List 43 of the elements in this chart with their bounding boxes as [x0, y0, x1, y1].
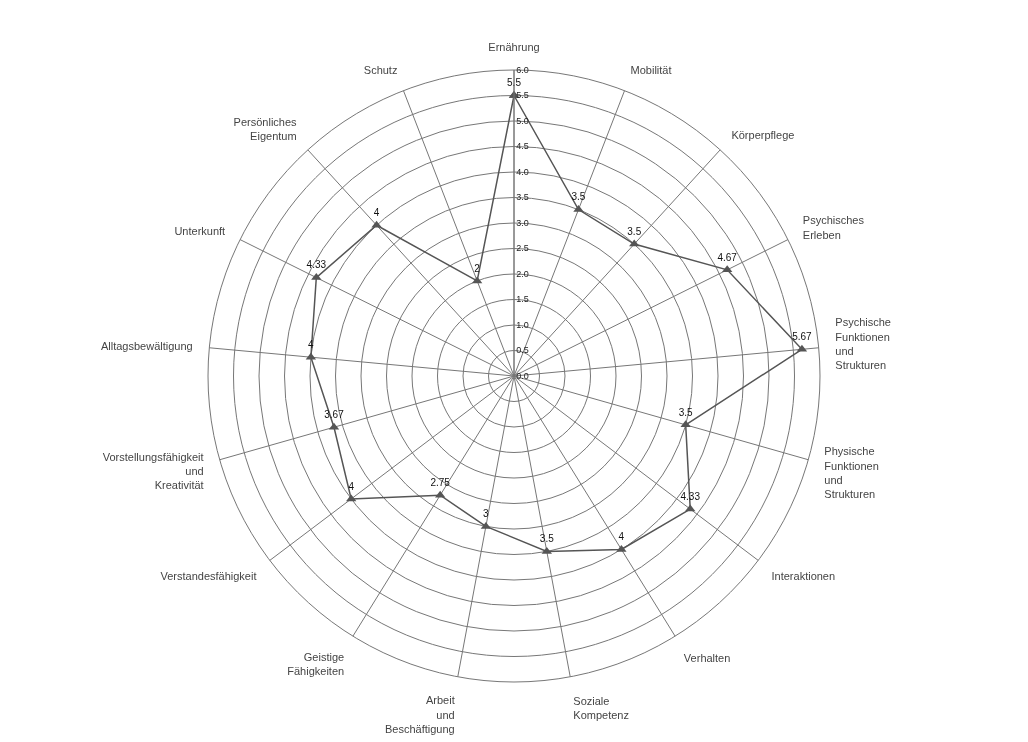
y-tick-label: 3.5: [516, 192, 529, 203]
y-tick-label: 3.0: [516, 217, 529, 228]
y-tick-label: 1.5: [516, 294, 529, 305]
y-tick-label: 5.0: [516, 115, 529, 126]
spoke-label: Psychisches Erleben: [802, 214, 865, 241]
data-label: 3.5: [571, 191, 586, 203]
spoke-label: Schutz: [363, 64, 398, 77]
spoke-label: Interaktionen: [771, 570, 836, 583]
data-label: 4.33: [306, 259, 327, 271]
y-tick-label: 2.0: [516, 268, 529, 279]
data-label: 4: [618, 531, 625, 543]
data-label: 2: [474, 262, 481, 274]
spoke-label: Physische Funktionen und Strukturen: [824, 445, 879, 501]
data-label: 4: [348, 480, 355, 492]
spoke-label: Alltagsbewältigung: [100, 339, 193, 352]
data-label: 3: [483, 508, 490, 520]
y-tick-label: 0.5: [516, 345, 529, 356]
spoke-label: Psychische Funktionen und Strukturen: [835, 316, 891, 372]
spoke-label: Mobilität: [630, 64, 672, 77]
y-tick-label: 4.0: [516, 166, 529, 177]
spoke-label: Arbeit und Beschäftigung: [384, 694, 455, 736]
y-tick-label: 0.0: [516, 370, 529, 381]
y-tick-label: 1.0: [516, 319, 529, 330]
spoke-label: Vorstellungsfähigkeit und Kreativität: [102, 450, 204, 492]
spoke-label: Verstandesfähigkeit: [160, 570, 257, 583]
y-tick-label: 2.5: [516, 243, 529, 254]
data-label: 2.75: [430, 477, 451, 489]
data-label: 4.67: [717, 251, 738, 263]
spoke-label: Ernährung: [488, 41, 540, 54]
y-tick-label: 6.0: [516, 64, 529, 75]
spoke-label: Soziale Kompetenz: [573, 694, 629, 721]
spoke-label: Unterkunft: [174, 224, 226, 237]
spoke-label: Persönliches Eigentum: [233, 116, 298, 143]
spoke-label: Körperpflege: [731, 128, 795, 141]
data-label: 3.5: [539, 533, 555, 545]
spoke-label: Verhalten: [683, 651, 731, 664]
data-label: 5.67: [792, 331, 813, 343]
data-label: 4: [373, 207, 380, 219]
y-tick-label: 4.5: [516, 141, 529, 152]
data-label: 3.5: [678, 406, 694, 418]
data-label: 3.5: [627, 225, 642, 237]
y-tick-label: 5.5: [516, 90, 529, 101]
spoke-label: Geistige Fähigkeiten: [287, 650, 345, 677]
